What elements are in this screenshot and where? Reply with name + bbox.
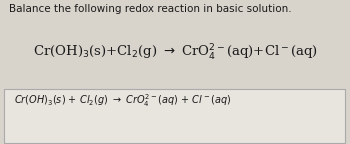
- Text: $\mathit{Cr(OH)_3(s)}$ + $\mathit{Cl_2(g)}$ $\rightarrow$ $\mathit{CrO_4^{2-}(aq: $\mathit{Cr(OH)_3(s)}$ + $\mathit{Cl_2(g…: [14, 92, 232, 109]
- Text: Balance the following redox reaction in basic solution.: Balance the following redox reaction in …: [9, 4, 291, 14]
- Text: Cr(OH)$_3$(s)+Cl$_2$(g) $\rightarrow$ CrO$_4^{2-}$(aq)+Cl$^-$(aq): Cr(OH)$_3$(s)+Cl$_2$(g) $\rightarrow$ Cr…: [33, 43, 317, 63]
- FancyBboxPatch shape: [4, 89, 345, 143]
